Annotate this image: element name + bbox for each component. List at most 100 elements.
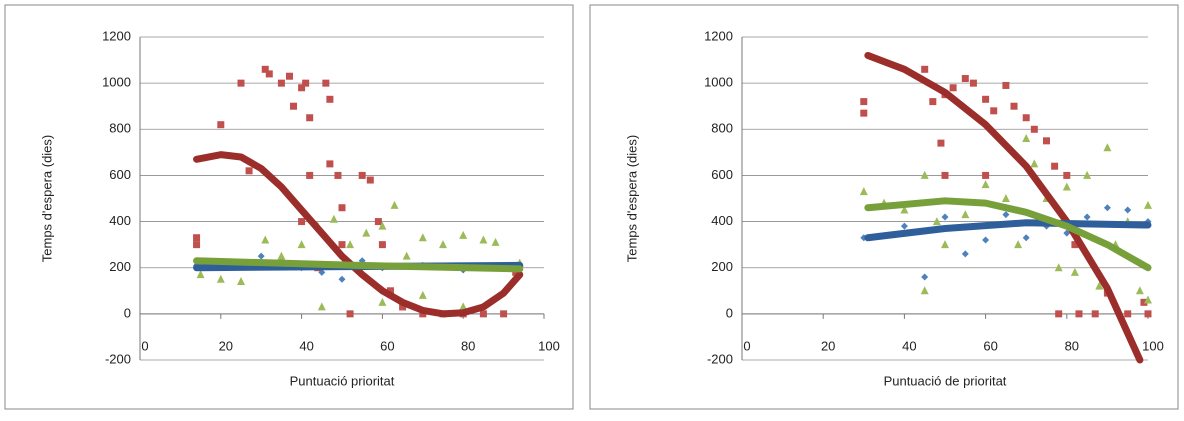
x-tick-label: 0 — [743, 338, 750, 353]
point — [1001, 194, 1010, 202]
point — [1022, 114, 1030, 122]
x-axis-title: Puntuació prioritat — [290, 373, 395, 388]
y-tick-label: 200 — [109, 259, 131, 274]
point — [317, 302, 326, 311]
trend-line — [864, 219, 1152, 242]
point — [961, 75, 969, 83]
point — [306, 114, 314, 122]
point — [921, 65, 929, 73]
point — [990, 107, 998, 115]
point — [346, 240, 355, 249]
point — [277, 251, 286, 260]
point — [937, 139, 945, 147]
y-tick-label: 400 — [109, 213, 131, 228]
point — [982, 236, 990, 244]
trend-line — [864, 51, 1144, 364]
point — [860, 109, 868, 117]
x-tick-label: 60 — [380, 338, 394, 353]
x-tick-label: 80 — [461, 338, 475, 353]
point — [196, 270, 205, 279]
point — [921, 273, 929, 281]
point — [193, 241, 201, 249]
point — [362, 228, 371, 237]
trend-line — [864, 197, 1152, 272]
point — [1022, 134, 1031, 143]
point — [261, 65, 269, 73]
point — [290, 102, 298, 110]
point — [1135, 286, 1144, 295]
y-tick-label: 600 — [109, 167, 131, 182]
point — [860, 98, 868, 106]
x-tick-label: 20 — [219, 338, 233, 353]
x-tick-label: 60 — [983, 338, 997, 353]
point — [257, 252, 265, 260]
point — [322, 79, 330, 87]
y-tick-label: 800 — [711, 121, 733, 136]
y-tick-label: 1200 — [704, 28, 733, 43]
point — [1063, 229, 1071, 237]
point — [1075, 310, 1083, 318]
point — [491, 237, 500, 246]
point — [1030, 125, 1038, 133]
point — [1043, 137, 1050, 145]
x-tick-label: 40 — [299, 338, 313, 353]
point — [920, 170, 929, 179]
point — [237, 79, 245, 87]
point — [1083, 213, 1091, 221]
point — [981, 180, 990, 189]
point — [338, 204, 346, 212]
point — [932, 217, 941, 226]
point — [1103, 204, 1111, 212]
point — [1051, 162, 1059, 170]
point — [378, 241, 386, 249]
point — [358, 171, 366, 179]
point — [302, 79, 310, 87]
point — [941, 213, 949, 221]
point — [374, 218, 382, 226]
point — [326, 160, 334, 168]
point — [1055, 310, 1063, 318]
point — [326, 95, 334, 103]
point — [1140, 298, 1148, 306]
point — [216, 274, 225, 283]
y-tick-label: -200 — [105, 351, 131, 366]
point — [338, 241, 346, 249]
x-axis-title: Puntuació de prioritat — [884, 373, 1007, 388]
point — [1083, 170, 1092, 179]
point — [386, 287, 394, 295]
point — [1022, 234, 1030, 242]
point — [402, 251, 411, 260]
point — [1030, 159, 1039, 168]
point — [969, 79, 977, 87]
point — [1063, 171, 1071, 179]
x-tick-label: 20 — [821, 338, 835, 353]
point — [479, 235, 488, 244]
point — [961, 250, 969, 258]
point — [334, 171, 342, 179]
point — [859, 187, 868, 196]
point — [237, 277, 245, 286]
point — [298, 218, 306, 226]
y-tick-label: 800 — [109, 121, 131, 136]
point — [941, 240, 949, 249]
point — [1124, 206, 1132, 214]
point — [1144, 310, 1152, 318]
point — [297, 240, 306, 249]
point — [1054, 263, 1063, 272]
x-tick-label: 100 — [538, 338, 560, 353]
point — [390, 200, 399, 209]
point — [1071, 241, 1079, 249]
point — [900, 222, 908, 230]
x-tick-label: 0 — [141, 338, 148, 353]
point — [949, 84, 957, 92]
point — [479, 310, 487, 318]
point — [459, 302, 468, 311]
y-tick-label: 0 — [726, 305, 733, 320]
point — [982, 95, 990, 103]
trend-line — [193, 257, 524, 273]
point — [1091, 310, 1099, 318]
y-tick-label: 400 — [711, 213, 733, 228]
point — [1010, 102, 1018, 110]
point — [941, 171, 949, 179]
point — [366, 176, 374, 184]
